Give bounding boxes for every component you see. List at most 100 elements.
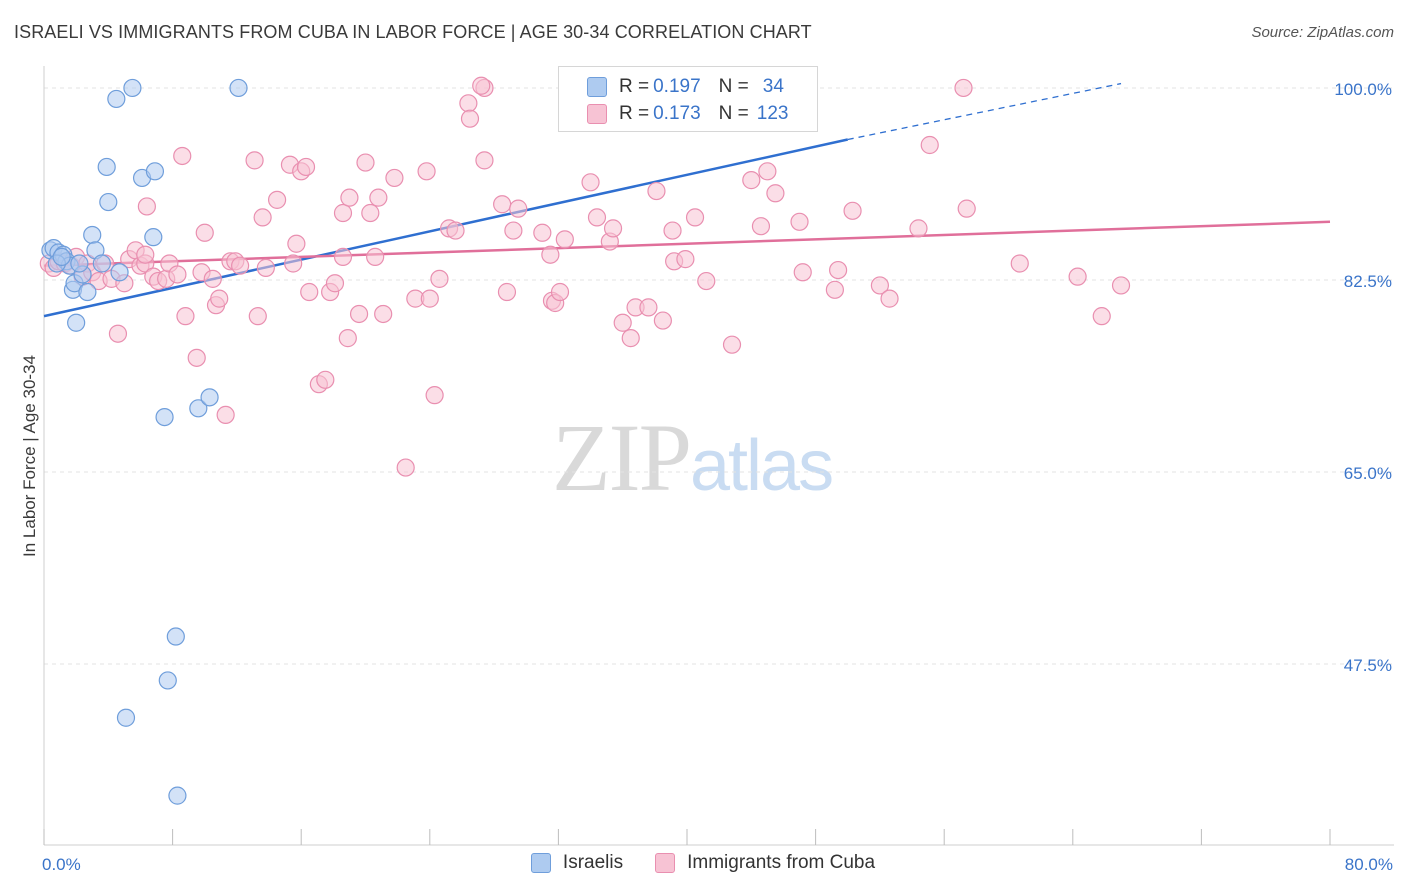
cuba-point <box>284 254 303 273</box>
cuba-point <box>216 405 235 425</box>
israelis-point <box>144 228 163 247</box>
cuba-point <box>176 307 195 326</box>
cuba-point <box>253 208 272 227</box>
cuba-point <box>957 199 976 218</box>
cuba-point <box>475 151 494 170</box>
cuba-point <box>555 230 574 249</box>
cuba-point <box>621 329 640 348</box>
legend-row-cuba: R = 0.173 N = 123 <box>587 100 788 128</box>
cuba-point <box>369 188 388 207</box>
israelis-point <box>97 157 116 177</box>
israelis-point <box>200 388 219 407</box>
watermark-atlas: atlas <box>690 426 834 506</box>
cuba-point <box>210 289 229 308</box>
cuba-point <box>647 181 666 201</box>
stats-legend: R = 0.197 N = 34 R = 0.173 N = 123 <box>558 66 818 132</box>
cuba-point <box>880 289 899 308</box>
cuba-point <box>296 157 316 177</box>
cuba-point <box>758 162 777 181</box>
axes <box>43 66 1394 846</box>
cuba-point <box>195 223 214 242</box>
cuba-point <box>231 256 250 275</box>
cuba-point <box>697 271 716 291</box>
israelis-point <box>168 786 187 805</box>
y-tick-label: 47.5% <box>1344 656 1392 675</box>
x-tick-label: 0.0% <box>42 855 81 874</box>
cuba-point <box>366 247 385 267</box>
cuba-point <box>742 171 761 190</box>
cuba-point <box>245 151 264 170</box>
israelis-point <box>189 399 208 418</box>
r-value: 0.173 <box>653 103 701 124</box>
cuba-point <box>287 234 306 253</box>
cuba-point <box>333 203 353 223</box>
cuba-point <box>790 212 809 231</box>
cuba-point <box>639 298 658 317</box>
y-tick-label: 100.0% <box>1334 80 1392 99</box>
cuba-point <box>587 208 607 227</box>
y-tick-label: 82.5% <box>1344 272 1392 291</box>
cuba-point <box>603 219 623 238</box>
cuba-point <box>504 221 523 240</box>
legend-label-israelis: Israelis <box>562 852 624 873</box>
cuba-point <box>676 250 695 269</box>
y-tick-label: 65.0% <box>1344 464 1392 483</box>
cuba-point <box>361 203 380 223</box>
cuba-point <box>333 247 353 267</box>
cuba-point <box>909 219 928 238</box>
israelis-point <box>155 407 174 427</box>
israelis-trend-extension <box>847 82 1122 141</box>
cuba-point <box>1068 267 1087 286</box>
israelis-point <box>110 263 129 282</box>
watermark: ZIPatlas <box>552 402 834 513</box>
cuba-point <box>1092 307 1111 326</box>
cuba-point <box>722 335 742 354</box>
israelis-point <box>116 708 136 727</box>
cuba-point <box>533 223 552 242</box>
cuba-point <box>829 260 848 280</box>
cuba-point <box>1111 276 1131 295</box>
cuba-point <box>385 168 404 188</box>
legend-row-israelis: R = 0.197 N = 34 <box>587 73 784 101</box>
cuba-point <box>825 280 844 299</box>
cuba-point <box>425 386 444 405</box>
cuba-point <box>843 201 862 220</box>
n-label: N = <box>718 103 749 124</box>
n-value: 34 <box>762 76 784 97</box>
israelis-point <box>123 78 142 98</box>
cuba-point <box>541 245 560 264</box>
legend-item-cuba[interactable]: Immigrants from Cuba <box>655 852 875 874</box>
source-label: Source: ZipAtlas.com <box>1251 24 1394 41</box>
legend-item-israelis[interactable]: Israelis <box>530 852 624 874</box>
cuba-point <box>316 370 335 389</box>
israelis-point <box>166 627 185 646</box>
cuba-point <box>954 78 973 98</box>
r-value: 0.197 <box>653 76 701 97</box>
cuba-point <box>446 221 465 240</box>
israelis-point <box>70 254 89 273</box>
cuba-point <box>325 274 345 293</box>
israelis-point <box>229 78 248 98</box>
tick-labels: 47.5% 65.0% 82.5% 100.0% 0.0% 80.0% <box>42 80 1393 874</box>
cuba-swatch <box>587 104 607 124</box>
cuba-point <box>349 304 369 324</box>
r-label: R = <box>619 76 650 97</box>
cuba-point <box>430 269 449 288</box>
israelis-point <box>67 313 86 332</box>
cuba-point <box>248 307 267 326</box>
israelis-point <box>99 192 118 212</box>
cuba-point <box>203 269 222 288</box>
cuba-point <box>137 197 156 216</box>
cuba-point <box>267 190 287 209</box>
cuba-point <box>420 289 439 308</box>
cuba-point <box>613 313 632 332</box>
israelis-points <box>41 77 753 805</box>
cuba-point <box>187 348 206 367</box>
cuba-point <box>920 135 939 155</box>
cuba-point <box>460 109 480 128</box>
cuba-point <box>766 184 785 203</box>
cuba-point <box>663 221 682 240</box>
cuba-point <box>459 94 478 113</box>
x-tick-label: 80.0% <box>1345 855 1393 874</box>
